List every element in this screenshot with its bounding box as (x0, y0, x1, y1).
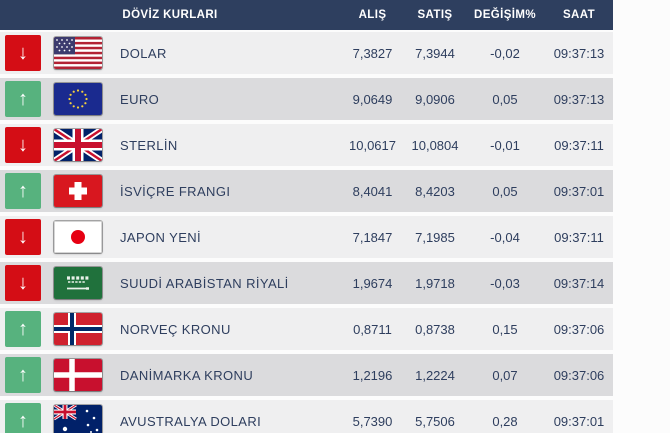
currency-row-danimarka-kronu[interactable]: DANİMARKA KRONU 1,2196 1,2224 0,07 09:37… (0, 354, 613, 396)
change-value: -0,04 (490, 229, 520, 245)
australia-flag-icon (54, 405, 102, 433)
time-value: 09:37:13 (553, 45, 605, 61)
currency-name: DOLAR (120, 45, 167, 61)
direction-arrow-icon (5, 265, 41, 301)
change-value: 0,05 (492, 91, 518, 107)
header-change: DEĞİŞİM% (474, 9, 536, 21)
buy-value: 8,4041 (352, 183, 393, 199)
currency-name: İSVİÇRE FRANGI (120, 183, 231, 199)
direction-arrow-icon (5, 35, 41, 71)
time-value: 09:37:01 (553, 413, 605, 429)
time-value: 09:37:11 (554, 229, 604, 245)
header-currency: DÖVİZ KURLARI (122, 9, 218, 21)
currency-row-dolar[interactable]: DOLAR 7,3827 7,3944 -0,02 09:37:13 (0, 32, 613, 74)
direction-arrow-icon (5, 311, 41, 347)
time-value: 09:37:11 (554, 137, 604, 153)
eu-flag-icon (54, 83, 102, 115)
direction-arrow-icon (5, 403, 41, 433)
change-value: -0,03 (490, 275, 520, 291)
sell-value: 9,0906 (415, 91, 455, 107)
sell-value: 7,1985 (415, 229, 455, 245)
sell-value: 8,4203 (415, 183, 455, 199)
buy-value: 1,9674 (352, 275, 393, 291)
currency-row-euro[interactable]: EURO 9,0649 9,0906 0,05 09:37:13 (0, 78, 613, 120)
currency-row-avustralya-dolari[interactable]: AVUSTRALYA DOLARI 5,7390 5,7506 0,28 09:… (0, 400, 613, 433)
change-value: -0,02 (490, 45, 520, 61)
currency-name: AVUSTRALYA DOLARI (120, 413, 262, 429)
direction-arrow-icon (5, 81, 41, 117)
currency-row-suudi-arabistan-riyali[interactable]: SUUDİ ARABİSTAN RİYALİ 1,9674 1,9718 -0,… (0, 262, 613, 304)
buy-value: 9,0649 (352, 91, 393, 107)
us-flag-icon (54, 37, 102, 69)
saudi-arabia-flag-icon (54, 267, 102, 299)
sell-value: 5,7506 (415, 413, 455, 429)
change-value: -0,01 (490, 137, 520, 153)
currency-row-sterlin[interactable]: STERLİN 10,0617 10,0804 -0,01 09:37:11 (0, 124, 613, 166)
change-value: 0,05 (492, 183, 518, 199)
currency-name: NORVEÇ KRONU (120, 321, 231, 337)
currency-row-isvicre-frangi[interactable]: İSVİÇRE FRANGI 8,4041 8,4203 0,05 09:37:… (0, 170, 613, 212)
currency-row-norvec-kronu[interactable]: NORVEÇ KRONU 0,8711 0,8738 0,15 09:37:06 (0, 308, 613, 350)
buy-value: 10,0617 (349, 137, 396, 153)
denmark-flag-icon (54, 359, 102, 391)
exchange-rates-table: DÖVİZ KURLARI ALIŞ SATIŞ DEĞİŞİM% SAAT D… (0, 0, 613, 433)
direction-arrow-icon (5, 219, 41, 255)
change-value: 0,15 (492, 321, 518, 337)
currency-name: STERLİN (120, 137, 178, 153)
header-buy: ALIŞ (358, 9, 387, 21)
sell-value: 1,9718 (415, 275, 455, 291)
sell-value: 1,2224 (415, 367, 455, 383)
buy-value: 7,3827 (352, 45, 393, 61)
header-time: SAAT (562, 9, 596, 21)
buy-value: 0,8711 (353, 321, 392, 337)
currency-name: DANİMARKA KRONU (120, 367, 254, 383)
direction-arrow-icon (5, 357, 41, 393)
time-value: 09:37:01 (553, 183, 605, 199)
table-body: DOLAR 7,3827 7,3944 -0,02 09:37:13 EURO … (0, 32, 613, 433)
currency-name: SUUDİ ARABİSTAN RİYALİ (120, 275, 289, 291)
currency-row-japon-yeni[interactable]: JAPON YENİ 7,1847 7,1985 -0,04 09:37:11 (0, 216, 613, 258)
time-value: 09:37:06 (553, 321, 605, 337)
time-value: 09:37:13 (553, 91, 605, 107)
sell-value: 10,0804 (411, 137, 459, 153)
buy-value: 1,2196 (352, 367, 393, 383)
header-sell: SATIŞ (417, 9, 453, 21)
currency-name: EURO (120, 91, 160, 107)
buy-value: 5,7390 (352, 413, 393, 429)
change-value: 0,28 (492, 413, 518, 429)
time-value: 09:37:06 (553, 367, 605, 383)
sell-value: 7,3944 (415, 45, 455, 61)
table-header: DÖVİZ KURLARI ALIŞ SATIŞ DEĞİŞİM% SAAT (0, 0, 613, 30)
change-value: 0,07 (492, 367, 518, 383)
uk-flag-icon (54, 129, 102, 161)
sell-value: 0,8738 (415, 321, 455, 337)
direction-arrow-icon (5, 173, 41, 209)
buy-value: 7,1847 (352, 229, 393, 245)
switzerland-flag-icon (54, 175, 102, 207)
norway-flag-icon (54, 313, 102, 345)
time-value: 09:37:14 (553, 275, 605, 291)
japan-flag-icon (54, 221, 102, 253)
direction-arrow-icon (5, 127, 41, 163)
currency-name: JAPON YENİ (120, 229, 202, 245)
